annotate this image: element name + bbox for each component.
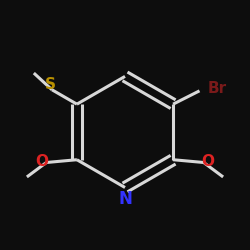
Text: Br: Br	[207, 81, 227, 96]
Text: O: O	[36, 154, 49, 169]
Text: N: N	[118, 190, 132, 208]
Text: S: S	[45, 77, 56, 92]
Text: O: O	[202, 154, 214, 169]
